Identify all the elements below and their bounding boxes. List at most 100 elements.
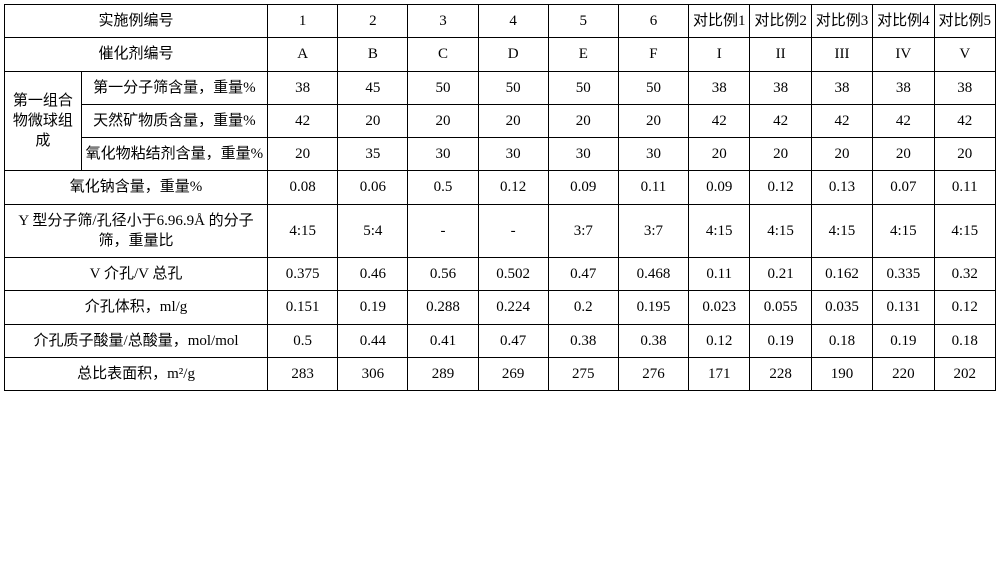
cell: 50: [548, 71, 618, 104]
cell: 4:15: [934, 204, 995, 258]
catalyst-id: E: [548, 38, 618, 71]
row-label: 介孔质子酸量/总酸量，mol/mol: [5, 324, 268, 357]
table-row: 氧化钠含量，重量% 0.08 0.06 0.5 0.12 0.09 0.11 0…: [5, 171, 996, 204]
row-label: 氧化物粘结剂含量，重量%: [81, 138, 267, 171]
cell: 20: [873, 138, 934, 171]
cell: 0.47: [548, 258, 618, 291]
catalyst-id: B: [338, 38, 408, 71]
cell: 20: [548, 104, 618, 137]
cell: 20: [689, 138, 750, 171]
cell: 20: [408, 104, 478, 137]
cell: 38: [934, 71, 995, 104]
catalyst-id: II: [750, 38, 811, 71]
cell: 50: [478, 71, 548, 104]
cell: 0.38: [618, 324, 688, 357]
row-label: 天然矿物质含量，重量%: [81, 104, 267, 137]
row-label: 第一分子筛含量，重量%: [81, 71, 267, 104]
col-header: 对比例1: [689, 5, 750, 38]
col-header: 1: [268, 5, 338, 38]
col-header: 2: [338, 5, 408, 38]
cell: 0.46: [338, 258, 408, 291]
cell: 42: [934, 104, 995, 137]
cell: 0.12: [478, 171, 548, 204]
row-label: Y 型分子筛/孔径小于6.96.9Å 的分子筛，重量比: [5, 204, 268, 258]
cell: 269: [478, 357, 548, 390]
catalyst-id: F: [618, 38, 688, 71]
cell: 0.09: [689, 171, 750, 204]
cell: -: [408, 204, 478, 258]
cell: 20: [338, 104, 408, 137]
col-header: 对比例2: [750, 5, 811, 38]
cell: 171: [689, 357, 750, 390]
cell: 0.162: [811, 258, 872, 291]
cell: 0.035: [811, 291, 872, 324]
header-row-example: 实施例编号 1 2 3 4 5 6 对比例1 对比例2 对比例3 对比例4 对比…: [5, 5, 996, 38]
cell: 0.56: [408, 258, 478, 291]
cell: 45: [338, 71, 408, 104]
cell: 0.07: [873, 171, 934, 204]
cell: 4:15: [268, 204, 338, 258]
cell: 0.151: [268, 291, 338, 324]
cell: 0.18: [934, 324, 995, 357]
cell: 0.055: [750, 291, 811, 324]
col-header: 对比例5: [934, 5, 995, 38]
cell: 4:15: [811, 204, 872, 258]
cell: 38: [811, 71, 872, 104]
catalyst-id: V: [934, 38, 995, 71]
col-header: 6: [618, 5, 688, 38]
col-header: 4: [478, 5, 548, 38]
table-row: 氧化物粘结剂含量，重量% 20 35 30 30 30 30 20 20 20 …: [5, 138, 996, 171]
cell: 0.38: [548, 324, 618, 357]
cell: 0.11: [618, 171, 688, 204]
cell: 0.12: [750, 171, 811, 204]
cell: 38: [750, 71, 811, 104]
cell: 289: [408, 357, 478, 390]
cell: 0.09: [548, 171, 618, 204]
catalyst-id: C: [408, 38, 478, 71]
group-label-first-composition: 第一组合物微球组成: [5, 71, 82, 171]
cell: 0.131: [873, 291, 934, 324]
cell: 5:4: [338, 204, 408, 258]
cell: 0.195: [618, 291, 688, 324]
table-row: V 介孔/V 总孔 0.375 0.46 0.56 0.502 0.47 0.4…: [5, 258, 996, 291]
cell: 38: [689, 71, 750, 104]
cell: 0.32: [934, 258, 995, 291]
cell: 38: [873, 71, 934, 104]
cell: 35: [338, 138, 408, 171]
cell: 20: [618, 104, 688, 137]
col-header: 对比例3: [811, 5, 872, 38]
cell: 283: [268, 357, 338, 390]
cell: 4:15: [750, 204, 811, 258]
cell: 20: [750, 138, 811, 171]
cell: 3:7: [548, 204, 618, 258]
cell: 0.47: [478, 324, 548, 357]
row-label: 总比表面积，m²/g: [5, 357, 268, 390]
cell: 0.11: [689, 258, 750, 291]
cell: 0.06: [338, 171, 408, 204]
table-row: 总比表面积，m²/g 283 306 289 269 275 276 171 2…: [5, 357, 996, 390]
cell: 190: [811, 357, 872, 390]
cell: 0.08: [268, 171, 338, 204]
cell: 0.11: [934, 171, 995, 204]
cell: 276: [618, 357, 688, 390]
catalyst-id: I: [689, 38, 750, 71]
cell: 0.19: [750, 324, 811, 357]
col-header: 5: [548, 5, 618, 38]
row-label: 氧化钠含量，重量%: [5, 171, 268, 204]
cell: 50: [408, 71, 478, 104]
table-row: 第一组合物微球组成 第一分子筛含量，重量% 38 45 50 50 50 50 …: [5, 71, 996, 104]
cell: 42: [689, 104, 750, 137]
row-label: V 介孔/V 总孔: [5, 258, 268, 291]
cell: 42: [750, 104, 811, 137]
cell: 0.502: [478, 258, 548, 291]
catalyst-id: D: [478, 38, 548, 71]
cell: 0.224: [478, 291, 548, 324]
catalyst-properties-table: 实施例编号 1 2 3 4 5 6 对比例1 对比例2 对比例3 对比例4 对比…: [4, 4, 996, 391]
cell: 275: [548, 357, 618, 390]
row-label: 介孔体积，ml/g: [5, 291, 268, 324]
table-row: 介孔质子酸量/总酸量，mol/mol 0.5 0.44 0.41 0.47 0.…: [5, 324, 996, 357]
cell: 3:7: [618, 204, 688, 258]
cell: 0.21: [750, 258, 811, 291]
cell: -: [478, 204, 548, 258]
table-row: 介孔体积，ml/g 0.151 0.19 0.288 0.224 0.2 0.1…: [5, 291, 996, 324]
